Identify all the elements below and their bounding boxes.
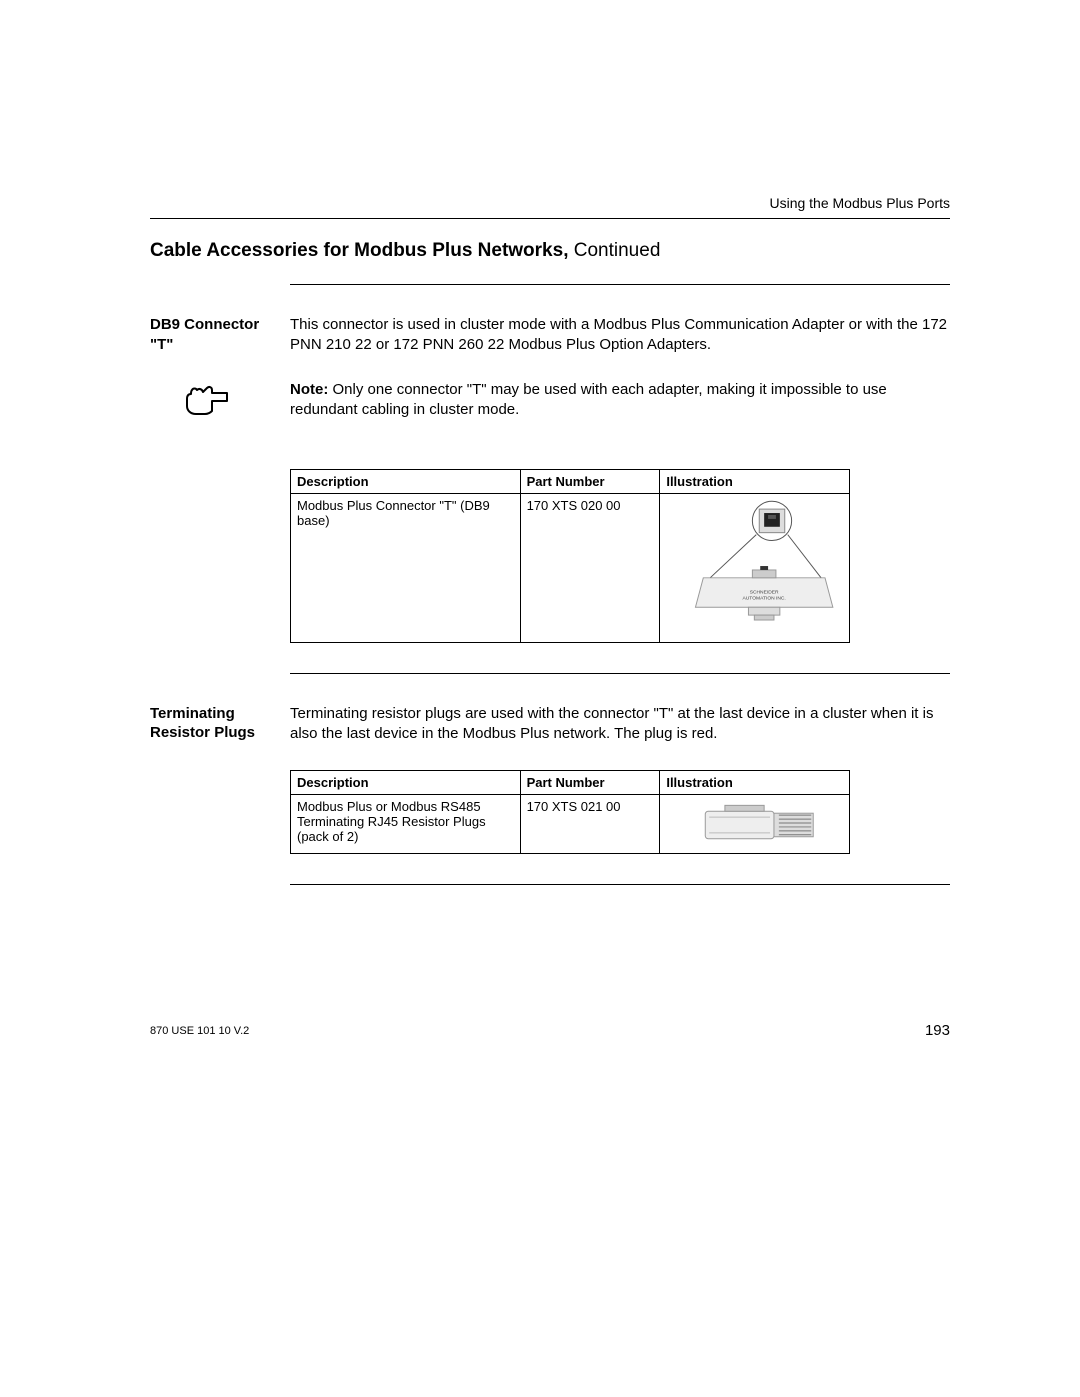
td-description: Modbus Plus or Modbus RS485 Terminating … [291, 795, 521, 854]
page: Using the Modbus Plus Ports Cable Access… [0, 0, 1080, 1397]
illustration-resistor-plug [666, 799, 843, 849]
td-part-number: 170 XTS 021 00 [520, 795, 660, 854]
hand-pointer-icon [185, 384, 229, 418]
title-continued: Continued [568, 240, 660, 261]
footer-page-number: 193 [925, 1022, 950, 1039]
section-label-db9: DB9 Connector "T" [150, 315, 290, 356]
section-db9: DB9 Connector "T" This connector is used… [150, 315, 950, 356]
table-row: Modbus Plus Connector "T" (DB9 base) 170… [291, 493, 850, 642]
note-text: Only one connector "T" may be used with … [290, 381, 887, 418]
th-illustration: Illustration [660, 771, 850, 795]
td-illustration: SCHNEIDER AUTOMATION INC. [660, 493, 850, 642]
section-rule-2 [290, 673, 950, 674]
page-title: Cable Accessories for Modbus Plus Networ… [150, 240, 950, 262]
th-description: Description [291, 771, 521, 795]
section-terminating: Terminating Resistor Plugs Terminating r… [150, 704, 950, 745]
table-db9: Description Part Number Illustration Mod… [290, 469, 850, 643]
header-rule [150, 218, 950, 219]
td-description: Modbus Plus Connector "T" (DB9 base) [291, 493, 521, 642]
th-illustration: Illustration [660, 469, 850, 493]
illus-label-1: SCHNEIDER [750, 589, 779, 595]
th-part-number: Part Number [520, 771, 660, 795]
note-row: Note: Only one connector "T" may be used… [150, 380, 950, 423]
th-description: Description [291, 469, 521, 493]
section-rule-3 [290, 884, 950, 885]
title-bold: Cable Accessories for Modbus Plus Networ… [150, 240, 568, 261]
section-body-db9: This connector is used in cluster mode w… [290, 315, 950, 356]
table-row: Description Part Number Illustration [291, 771, 850, 795]
running-header: Using the Modbus Plus Ports [769, 195, 950, 211]
note-body: Note: Only one connector "T" may be used… [290, 380, 950, 423]
note-icon-cell [150, 380, 290, 423]
section-rule-1 [290, 284, 950, 285]
table-row: Description Part Number Illustration [291, 469, 850, 493]
section-body-terminating: Terminating resistor plugs are used with… [290, 704, 950, 745]
section-label-terminating: Terminating Resistor Plugs [150, 704, 290, 745]
note-label: Note: [290, 381, 328, 398]
td-illustration [660, 795, 850, 854]
table-terminating: Description Part Number Illustration Mod… [290, 770, 850, 854]
illus-label-2: AUTOMATION INC. [743, 595, 786, 601]
illustration-connector-t: SCHNEIDER AUTOMATION INC. [666, 498, 843, 638]
th-part-number: Part Number [520, 469, 660, 493]
td-part-number: 170 XTS 020 00 [520, 493, 660, 642]
table-row: Modbus Plus or Modbus RS485 Terminating … [291, 795, 850, 854]
footer-doc-id: 870 USE 101 10 V.2 [150, 1025, 249, 1037]
